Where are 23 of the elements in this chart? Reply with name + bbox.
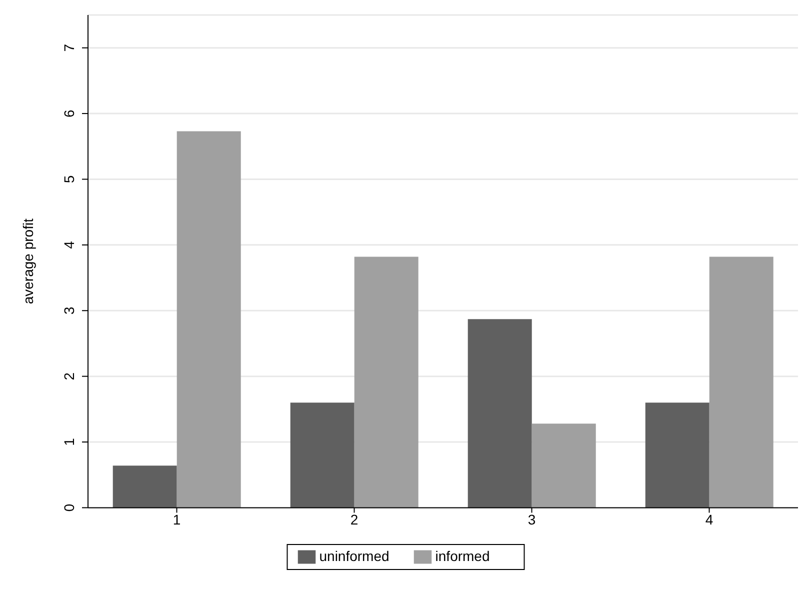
y-tick-label: 6: [61, 109, 77, 118]
bar: [290, 402, 354, 508]
y-tick-label: 4: [61, 240, 77, 249]
y-axis-title: average profit: [20, 218, 36, 304]
y-tick-label: 0: [61, 504, 77, 512]
y-tick-label: 2: [61, 372, 77, 380]
bar: [709, 256, 774, 508]
y-tick-label: 5: [61, 175, 77, 184]
x-tick-label: 4: [705, 512, 714, 528]
y-tick-label: 3: [61, 306, 77, 315]
x-tick-label: 2: [350, 512, 358, 528]
bar: [176, 131, 241, 508]
bar: [645, 402, 710, 508]
bar: [468, 319, 532, 508]
legend-label: uninformed: [319, 548, 390, 564]
bar: [532, 424, 596, 508]
y-tick-label: 1: [61, 438, 77, 446]
y-tick-label: 7: [61, 44, 77, 52]
x-tick-label: 3: [528, 512, 536, 528]
legend-label: informed: [435, 548, 490, 564]
bar: [112, 466, 177, 508]
bar: [354, 256, 418, 508]
x-tick-label: 1: [172, 512, 181, 528]
